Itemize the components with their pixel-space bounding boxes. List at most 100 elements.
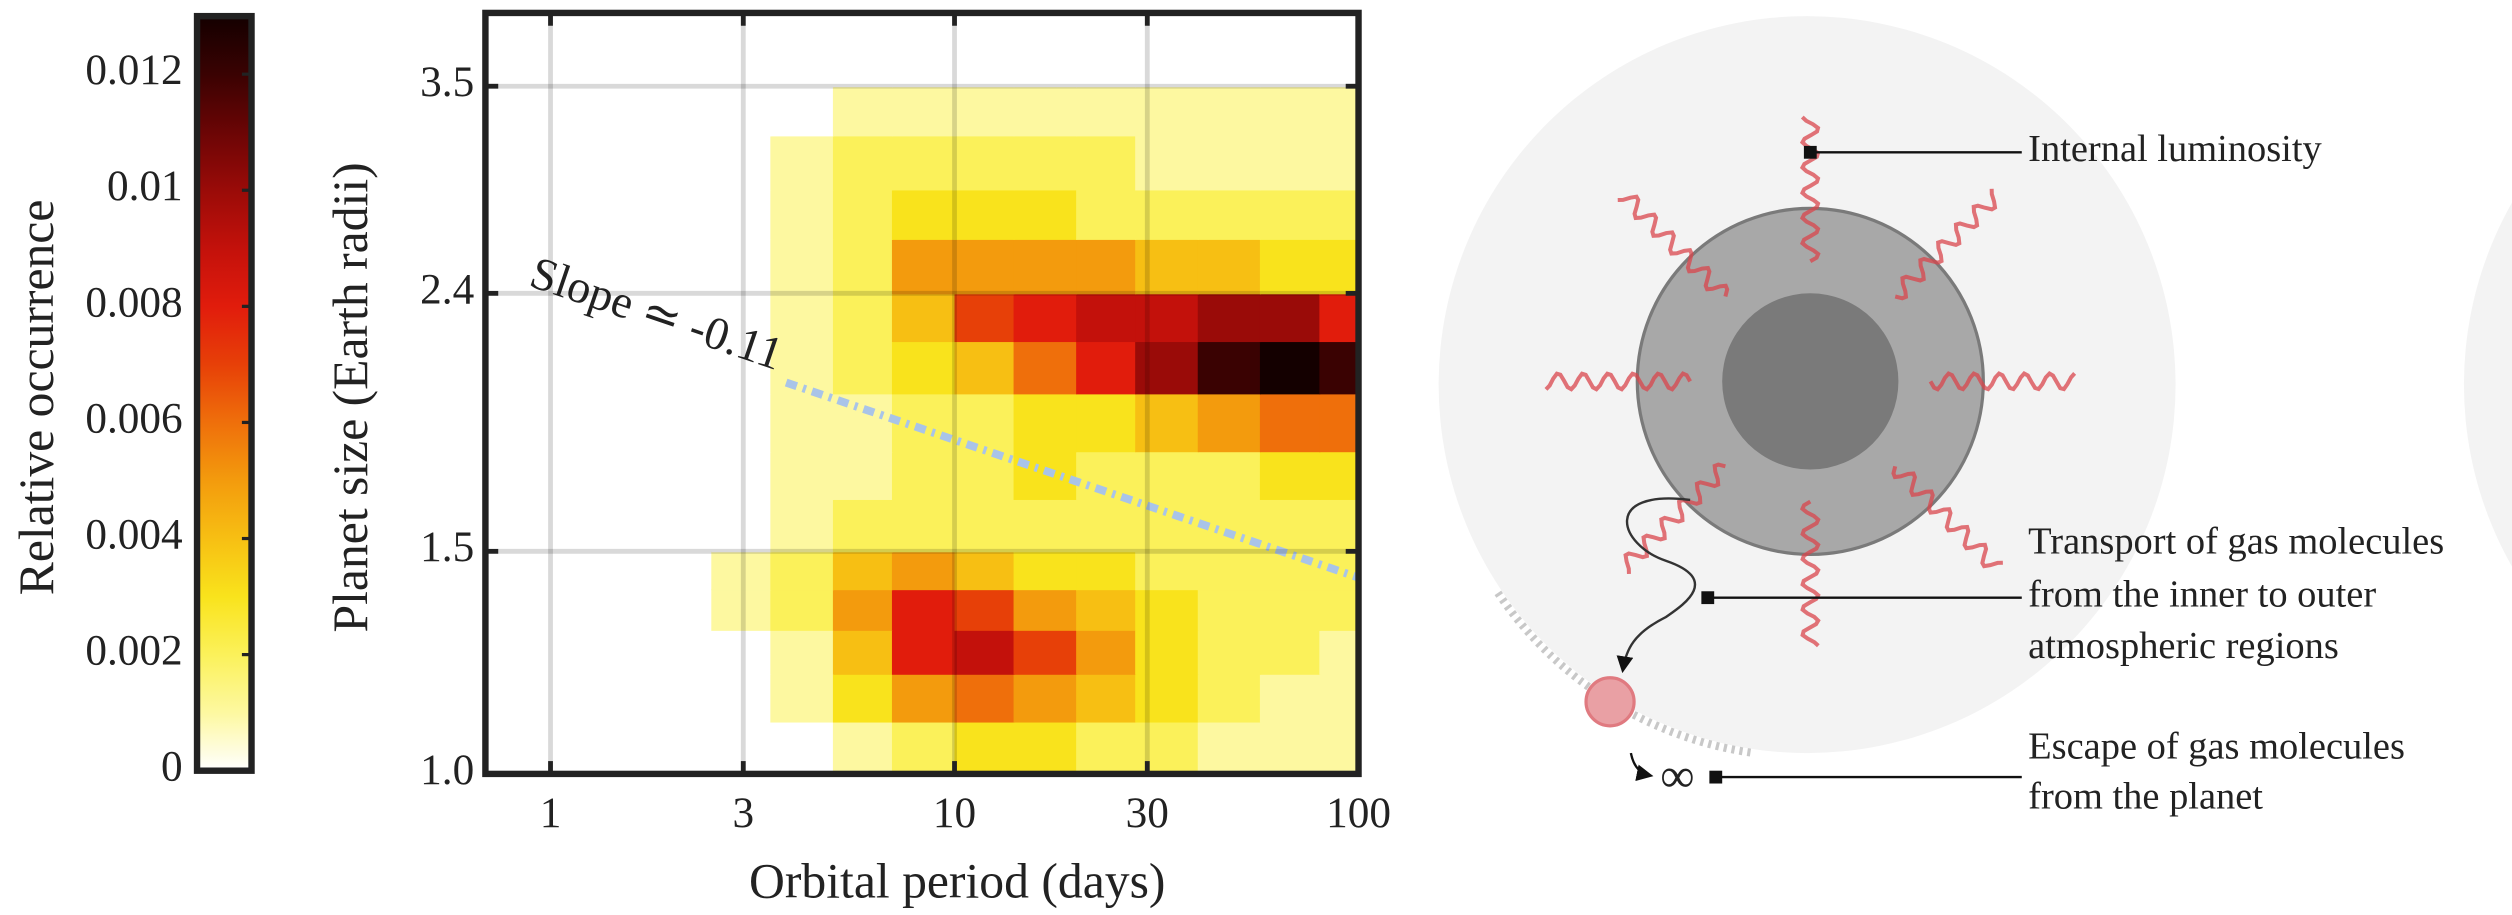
contour-cell (1135, 499, 1199, 553)
contour-cell (891, 86, 956, 137)
contour-cell (1076, 393, 1137, 453)
contour-cell (711, 86, 772, 137)
colorbar-tick-label: 0.004 (85, 510, 182, 558)
contour-cell (770, 341, 834, 395)
escape-boundary (1494, 590, 1755, 758)
contour-cell (1076, 451, 1137, 500)
contour-cell (1013, 551, 1078, 591)
contour-cell (954, 499, 1015, 553)
contour-cell (1013, 673, 1078, 723)
wave (1891, 465, 2003, 569)
contour-cell (1259, 451, 1321, 500)
contour-cell (832, 189, 893, 240)
contour-cell (770, 451, 834, 500)
contour-cell (1259, 629, 1321, 675)
label: Transport of gas molecules (2028, 521, 2444, 563)
escape-arrow (1629, 752, 1654, 782)
contour-cell (954, 341, 1015, 395)
contour-cell (1076, 189, 1137, 240)
contour-cell (954, 393, 1015, 453)
gas-molecule (1584, 676, 1636, 728)
contour-cell (1319, 551, 1359, 591)
contour-cell (1259, 721, 1321, 774)
contour-cell (1259, 86, 1321, 137)
atmosphere-2 (2464, 202, 2512, 567)
contour-cell (891, 293, 956, 343)
contour-cell (1319, 673, 1359, 723)
contour-cell (954, 721, 1015, 774)
contour-cell (770, 86, 834, 137)
contour-cell (891, 721, 956, 774)
contour-cell (1076, 86, 1137, 137)
contour-cell (832, 721, 893, 774)
contour-cell (1197, 629, 1261, 675)
contour-cell (1013, 293, 1078, 343)
contour-cell (711, 551, 772, 591)
colorbar-tick-label: 0.01 (107, 162, 183, 210)
contour-cell (1013, 393, 1078, 453)
contour-cell (770, 721, 834, 774)
contour-cell (1319, 721, 1359, 774)
contour-cell (711, 589, 772, 631)
contour-cell (1135, 238, 1199, 295)
contour-cell (711, 189, 772, 240)
wave (1928, 371, 2077, 392)
contour-cell (1013, 86, 1078, 137)
luminosity-waves (1544, 115, 2077, 648)
contour-cell (1197, 673, 1261, 723)
contour-cell (1013, 499, 1078, 553)
label: from the planet (2028, 775, 2263, 817)
contour-cell (891, 238, 956, 295)
contour-cell (1259, 189, 1321, 240)
contour-cell (954, 135, 1015, 191)
contour-cell (954, 551, 1015, 591)
contour-cell (891, 551, 956, 591)
contour-cell (1076, 293, 1137, 343)
contour-cell (1197, 341, 1261, 395)
wave (1799, 115, 1821, 263)
contour-cell (1319, 393, 1359, 453)
contour-cell (1319, 341, 1359, 395)
x-tick-label: 3 (732, 789, 754, 837)
contour-cell (1135, 589, 1199, 631)
contour-cell (1259, 135, 1321, 191)
contour-cell (954, 293, 1015, 343)
contour-cell (1013, 629, 1078, 675)
contour-cell (711, 629, 772, 675)
colorbar-tick-label: 0.006 (85, 394, 182, 442)
contour-cell (1319, 238, 1359, 295)
x-tick-label: 1 (540, 789, 562, 837)
trend-line (784, 378, 1360, 582)
wave (1799, 499, 1821, 648)
label: Internal luminosity (2028, 128, 2322, 170)
contour-cell (711, 341, 772, 395)
contour-cell (1135, 135, 1199, 191)
contour-cell (1259, 393, 1321, 453)
contour-cell (711, 293, 772, 343)
contour-cell (1197, 551, 1261, 591)
colorbar-tick-label: 0 (161, 743, 183, 791)
contour-cell (770, 393, 834, 453)
y-tick-label: 1.5 (420, 523, 474, 571)
colorbar-label: Relative occurrence (9, 200, 64, 596)
contour-cell (954, 451, 1015, 500)
contour-cell (1319, 499, 1359, 553)
contour-cell (1076, 721, 1137, 774)
contour-cell (891, 393, 956, 453)
contour-cell (770, 499, 834, 553)
contour-cell (1135, 451, 1199, 500)
contour-cell (1076, 589, 1137, 631)
contour-cell (1076, 12, 1137, 88)
contour-cell (1076, 673, 1137, 723)
colorbar-tick-label: 0.012 (85, 46, 182, 94)
contour-cell (1197, 189, 1261, 240)
x-axis-label: Orbital period (days) (749, 853, 1165, 908)
x-tick-label: 30 (1126, 789, 1169, 837)
contour-cell (770, 12, 834, 88)
contour-cell (891, 189, 956, 240)
wave (1617, 194, 1730, 297)
contour-cell (770, 673, 834, 723)
contour-cell (1135, 341, 1199, 395)
contour-cell (1135, 721, 1199, 774)
contour (711, 12, 1359, 774)
